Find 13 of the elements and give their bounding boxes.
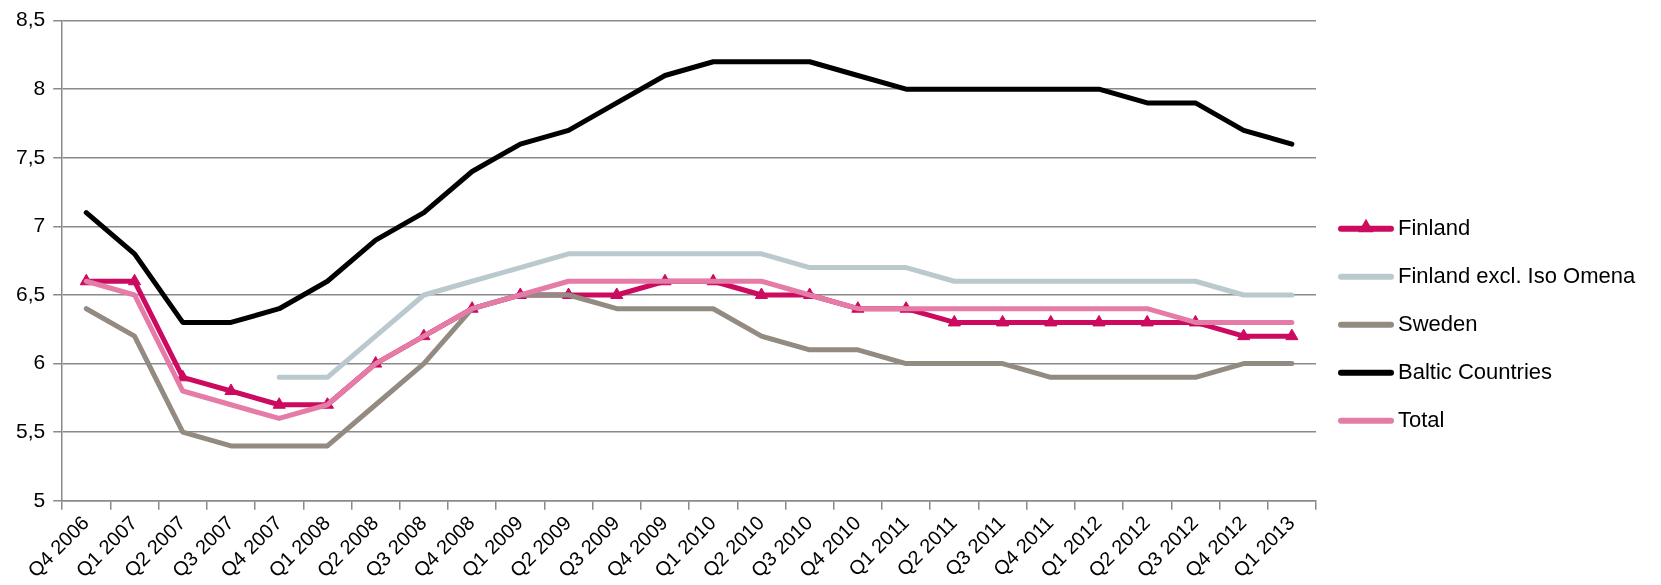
legend-label: Total (1398, 406, 1445, 432)
legend-label: Finland excl. Iso Omena (1398, 262, 1636, 288)
y-tick-label: 5,5 (15, 418, 46, 442)
legend-label: Finland (1398, 214, 1471, 240)
y-tick-label: 8,5 (15, 7, 46, 31)
y-tick-label: 7 (33, 213, 46, 237)
legend-label: Sweden (1398, 310, 1478, 336)
y-tick-label: 6 (33, 350, 46, 374)
y-tick-label: 8 (33, 75, 46, 99)
y-tick-label: 6,5 (15, 281, 46, 305)
y-tick-label: 5 (33, 487, 46, 511)
legend-label: Baltic Countries (1398, 358, 1553, 384)
y-tick-label: 7,5 (15, 144, 46, 168)
